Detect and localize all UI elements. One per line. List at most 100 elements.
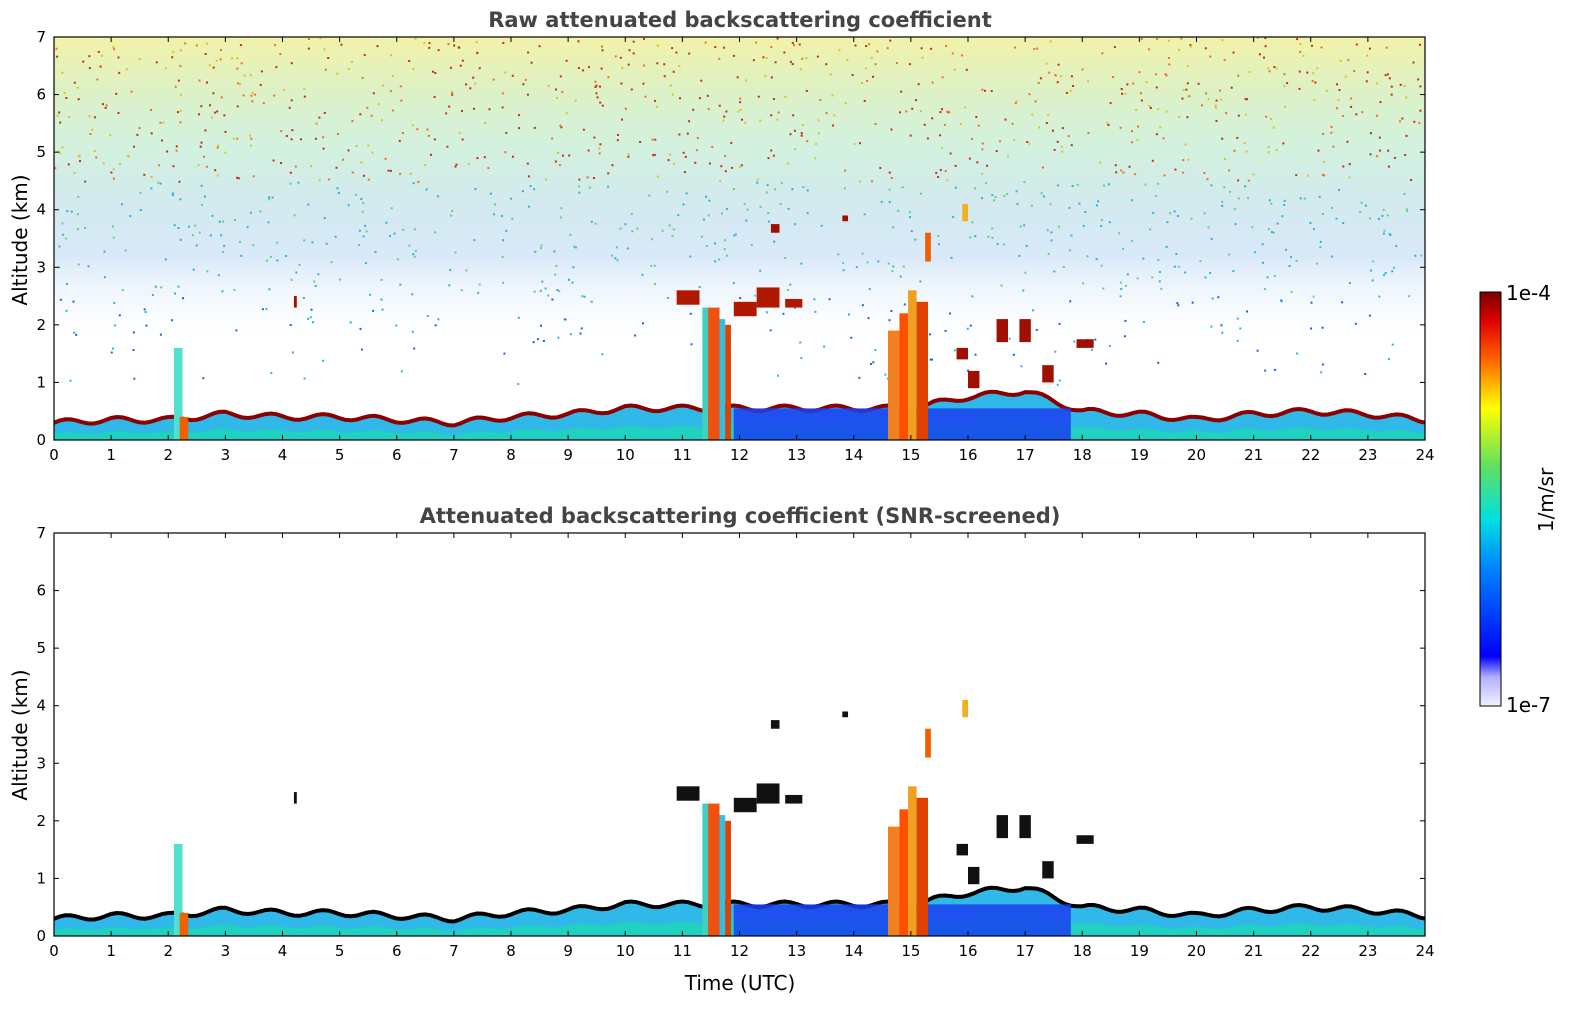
- plot-area-snr: 0 1 2 3 4 5 6 7 8 9 10 11 12 13 14 15 16 17 18 19 20 21 22 23 24…: [36, 524, 1434, 960]
- small-cloud: [968, 370, 980, 389]
- small-cloud: [842, 215, 849, 222]
- boundary-layer-top: [53, 885, 1426, 924]
- y-tick-label: 1: [36, 373, 46, 391]
- x-tick-label: 16: [958, 446, 977, 464]
- x-tick-label: 15: [901, 942, 920, 960]
- x-tick-label: 11: [673, 942, 692, 960]
- plume-15-top: [925, 728, 931, 758]
- small-cloud: [996, 815, 1008, 839]
- y-tick-label: 5: [36, 639, 46, 657]
- y-tick-label: 2: [36, 316, 46, 334]
- cloud-deck: [756, 287, 780, 308]
- small-cloud: [770, 720, 780, 729]
- plume-15: [899, 313, 909, 440]
- y-tick-label: 2: [36, 812, 46, 830]
- plume-11: [702, 307, 709, 440]
- x-tick-label: 9: [563, 942, 573, 960]
- x-tick-label: 17: [1016, 942, 1035, 960]
- x-tick-label: 13: [787, 446, 806, 464]
- x-tick-label: 22: [1301, 446, 1320, 464]
- cloud-deck: [733, 797, 757, 813]
- small-cloud: [1076, 835, 1094, 844]
- y-tick-label: 7: [36, 524, 46, 542]
- y-tick-label: 6: [36, 86, 46, 104]
- plume-11: [725, 820, 731, 936]
- plume-11: [719, 319, 726, 440]
- plume-2: [173, 347, 183, 440]
- x-tick-label: 1: [106, 942, 116, 960]
- plume-15: [916, 301, 929, 440]
- plume-11: [708, 307, 720, 440]
- x-tick-label: 20: [1187, 942, 1206, 960]
- y-tick-label: 7: [36, 28, 46, 46]
- x-tick-label: 15: [901, 446, 920, 464]
- x-tick-label: 21: [1244, 446, 1263, 464]
- plume-15: [888, 330, 900, 440]
- y-tick-label: 0: [36, 431, 46, 449]
- y-tick-label: 3: [36, 754, 46, 772]
- aerosol-patch: [962, 203, 968, 222]
- colorbar-unit-label: 1/m/sr: [1534, 467, 1558, 532]
- x-tick-label: 10: [616, 942, 635, 960]
- x-tick-label: 5: [335, 942, 345, 960]
- x-tick-label: 16: [958, 942, 977, 960]
- panel-snr-ylabel: Altitude (km): [8, 669, 32, 800]
- plot-area-raw: 0 1 2 3 4 5 6 7 8 9 10 11 12 13 14 15 16 17 18 19 20 21 22 23 24…: [36, 28, 1434, 464]
- small-cloud: [956, 843, 968, 856]
- plume-11: [725, 324, 731, 440]
- y-tick-label: 3: [36, 258, 46, 276]
- panel-snr: Attenuated backscattering coefficient (S…: [8, 504, 1435, 995]
- small-cloud: [842, 711, 849, 718]
- y-tick-label: 4: [36, 697, 46, 715]
- y-axis: 0 1 2 3 4 5 6 7: [36, 28, 1425, 449]
- y-tick-label: 5: [36, 143, 46, 161]
- x-tick-label: 7: [449, 446, 459, 464]
- colorbar: 1e-4 1e-7 1/m/sr: [1479, 281, 1558, 717]
- x-tick-label: 0: [49, 942, 59, 960]
- boundary-layer-top: [53, 389, 1426, 428]
- colorbar-max-label: 1e-4: [1506, 281, 1551, 305]
- small-cloud: [1042, 861, 1054, 879]
- plume-11: [719, 815, 726, 936]
- x-tick-label: 18: [1073, 942, 1092, 960]
- plume-11: [708, 803, 720, 936]
- cloud-deck: [756, 783, 780, 804]
- panel-snr-title: Attenuated backscattering coefficient (S…: [420, 504, 1061, 528]
- x-tick-label: 6: [392, 942, 402, 960]
- plume-2: [173, 843, 183, 936]
- x-tick-label: 13: [787, 942, 806, 960]
- x-tick-label: 12: [730, 446, 749, 464]
- x-tick-label: 23: [1358, 942, 1377, 960]
- cloud-deck: [676, 786, 700, 801]
- panel-raw-title: Raw attenuated backscattering coefficien…: [488, 8, 992, 32]
- x-tick-label: 14: [844, 942, 863, 960]
- plume-2: [179, 416, 189, 440]
- x-tick-label: 10: [616, 446, 635, 464]
- x-tick-label: 21: [1244, 942, 1263, 960]
- y-tick-label: 6: [36, 582, 46, 600]
- x-tick-label: 1: [106, 446, 116, 464]
- x-tick-label: 24: [1415, 942, 1434, 960]
- small-cloud: [293, 792, 297, 804]
- aerosol-patch: [962, 699, 968, 718]
- x-tick-label: 4: [278, 942, 288, 960]
- plot-background: [54, 533, 1425, 936]
- x-tick-label: 8: [506, 446, 516, 464]
- x-tick-label: 6: [392, 446, 402, 464]
- y-axis: 0 1 2 3 4 5 6 7: [36, 524, 1425, 945]
- y-tick-label: 0: [36, 927, 46, 945]
- x-tick-label: 24: [1415, 446, 1434, 464]
- panel-raw-ylabel: Altitude (km): [8, 174, 32, 305]
- cloud-deck: [676, 290, 700, 305]
- x-axis: 0 1 2 3 4 5 6 7 8 9 10 11 12 13 14 15 16 17 18 19 20 21 22 23 24: [49, 533, 1435, 960]
- x-tick-label: 7: [449, 942, 459, 960]
- plume-15: [888, 826, 900, 936]
- small-cloud: [770, 224, 780, 233]
- small-cloud: [1076, 339, 1094, 348]
- x-tick-label: 2: [163, 942, 173, 960]
- x-tick-label: 17: [1016, 446, 1035, 464]
- y-tick-label: 4: [36, 201, 46, 219]
- x-tick-label: 23: [1358, 446, 1377, 464]
- plume-15: [908, 786, 917, 936]
